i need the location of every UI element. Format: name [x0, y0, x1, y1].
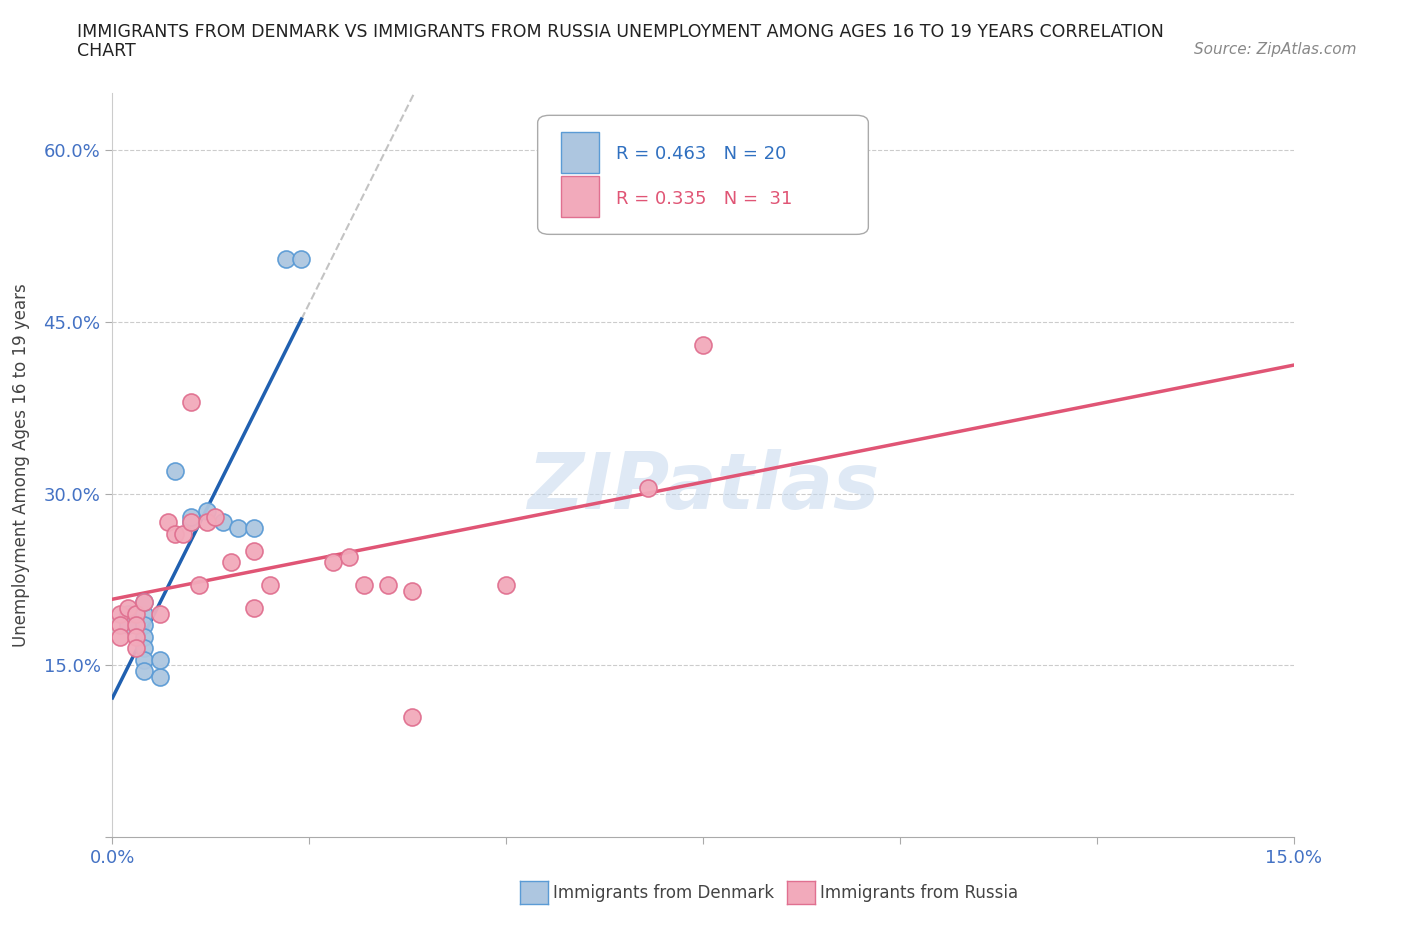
Point [290, 251, 312, 266]
Point [401, 583, 423, 598]
Point [132, 595, 155, 610]
Point [149, 606, 172, 621]
Point [125, 618, 148, 632]
Point [195, 515, 218, 530]
Point [110, 606, 132, 621]
Text: ZIPatlas: ZIPatlas [527, 449, 879, 525]
Point [188, 578, 211, 592]
Point [132, 641, 155, 656]
Point [132, 652, 155, 667]
FancyBboxPatch shape [561, 177, 599, 218]
Text: Source: ZipAtlas.com: Source: ZipAtlas.com [1194, 42, 1357, 57]
Text: R = 0.335   N =  31: R = 0.335 N = 31 [616, 190, 792, 207]
Point [125, 630, 148, 644]
Point [117, 601, 139, 616]
Point [132, 606, 155, 621]
Point [180, 509, 202, 524]
Point [243, 601, 266, 616]
Point [219, 555, 242, 570]
Point [692, 338, 714, 352]
Point [125, 606, 148, 621]
Point [110, 618, 132, 632]
Point [149, 670, 172, 684]
FancyBboxPatch shape [537, 115, 869, 234]
Point [125, 641, 148, 656]
Point [274, 251, 297, 266]
Point [204, 509, 226, 524]
Point [132, 664, 155, 679]
Point [180, 515, 202, 530]
Text: CHART: CHART [77, 42, 136, 60]
Point [132, 618, 155, 632]
Point [401, 710, 423, 724]
Point [180, 515, 202, 530]
Point [156, 515, 179, 530]
Point [110, 630, 132, 644]
Point [377, 578, 399, 592]
Point [337, 549, 360, 564]
Point [165, 463, 187, 478]
Point [180, 394, 202, 409]
Point [353, 578, 375, 592]
Point [211, 515, 233, 530]
Text: Immigrants from Russia: Immigrants from Russia [820, 884, 1018, 902]
Point [165, 526, 187, 541]
Point [495, 578, 517, 592]
Point [172, 526, 194, 541]
Point [195, 503, 218, 518]
Point [228, 521, 250, 536]
Text: R = 0.463   N = 20: R = 0.463 N = 20 [616, 145, 786, 163]
FancyBboxPatch shape [561, 132, 599, 173]
Point [132, 630, 155, 644]
Point [117, 606, 139, 621]
Point [259, 578, 281, 592]
Point [322, 555, 344, 570]
Point [149, 652, 172, 667]
Point [637, 481, 659, 496]
Point [243, 543, 266, 558]
Point [243, 521, 266, 536]
Text: IMMIGRANTS FROM DENMARK VS IMMIGRANTS FROM RUSSIA UNEMPLOYMENT AMONG AGES 16 TO : IMMIGRANTS FROM DENMARK VS IMMIGRANTS FR… [77, 23, 1164, 41]
Y-axis label: Unemployment Among Ages 16 to 19 years: Unemployment Among Ages 16 to 19 years [11, 283, 30, 647]
Text: Immigrants from Denmark: Immigrants from Denmark [553, 884, 773, 902]
Point [132, 595, 155, 610]
Point [117, 618, 139, 632]
